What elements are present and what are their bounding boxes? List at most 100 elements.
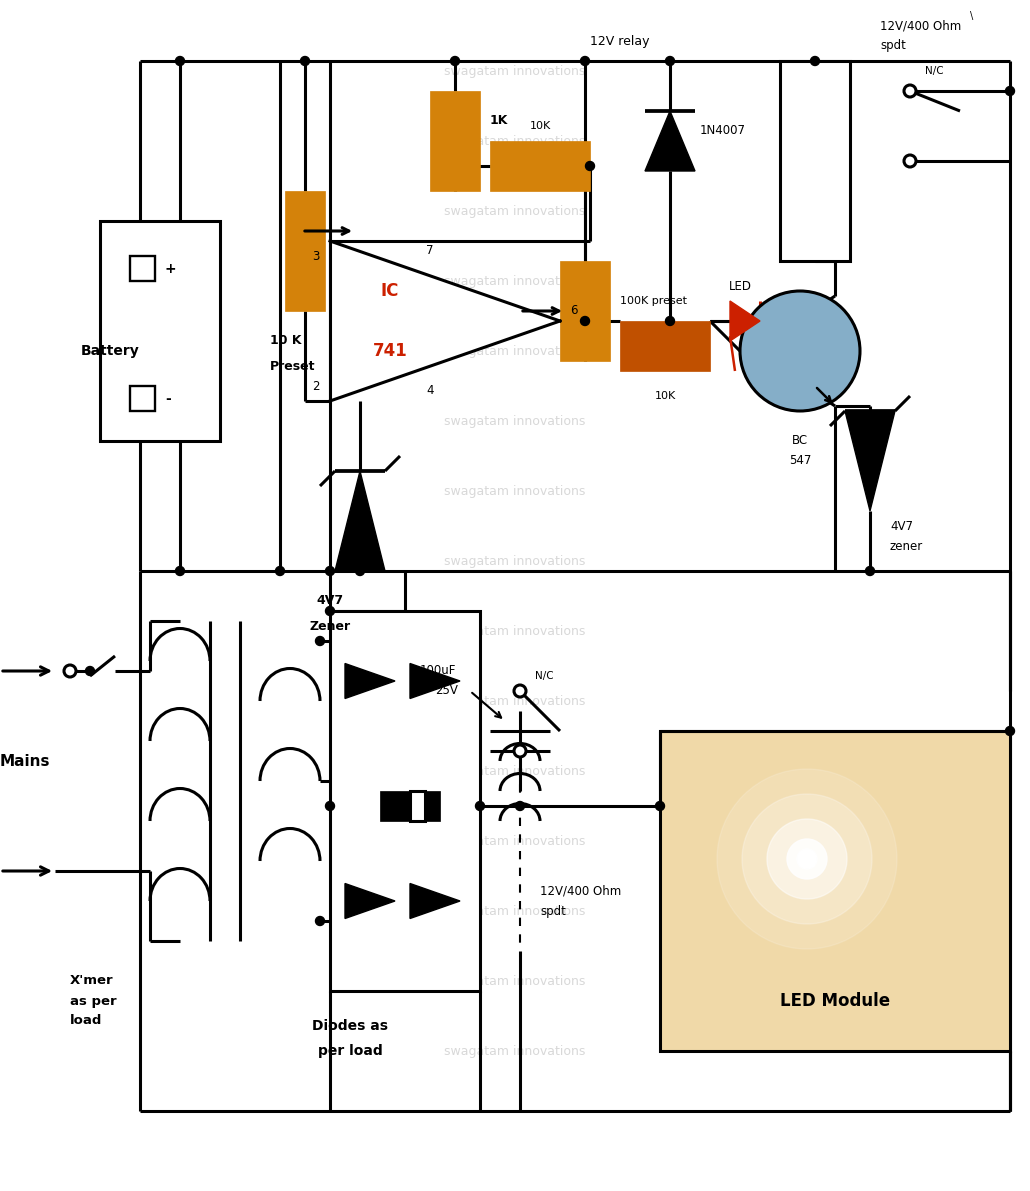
Circle shape — [355, 567, 365, 575]
Text: N/C: N/C — [925, 66, 943, 76]
Text: LED Module: LED Module — [780, 992, 890, 1010]
Circle shape — [325, 567, 335, 575]
Text: BC: BC — [792, 435, 809, 448]
Bar — [660, 731, 1010, 1050]
Circle shape — [742, 794, 872, 924]
Circle shape — [717, 769, 897, 949]
Text: -: - — [165, 392, 171, 406]
Circle shape — [325, 606, 335, 616]
Bar — [490, 141, 590, 191]
Text: swagatam innovations: swagatam innovations — [444, 414, 586, 428]
Text: swagatam innovations: swagatam innovations — [444, 64, 586, 77]
Text: swagatam innovations: swagatam innovations — [444, 1045, 586, 1058]
Text: IC: IC — [381, 282, 400, 300]
Text: Diodes as: Diodes as — [312, 1019, 388, 1033]
Circle shape — [1005, 87, 1015, 95]
Text: 6: 6 — [570, 305, 578, 318]
Circle shape — [740, 291, 860, 411]
Polygon shape — [645, 111, 695, 172]
Text: 12V/400 Ohm: 12V/400 Ohm — [540, 885, 621, 898]
Bar — [330, 611, 480, 991]
Text: 25V: 25V — [435, 685, 458, 698]
Circle shape — [811, 56, 820, 66]
Text: spdt: spdt — [880, 39, 905, 52]
Text: swagatam innovations: swagatam innovations — [444, 205, 586, 218]
Text: Preset: Preset — [270, 360, 315, 373]
Text: swagatam innovations: swagatam innovations — [444, 835, 586, 848]
Circle shape — [665, 317, 675, 325]
Circle shape — [515, 802, 524, 811]
Text: swagatam innovations: swagatam innovations — [444, 974, 586, 987]
Circle shape — [1005, 727, 1015, 736]
Bar — [780, 61, 850, 261]
Text: Battery: Battery — [80, 344, 139, 358]
Text: 12V relay: 12V relay — [590, 35, 650, 48]
Bar — [130, 386, 154, 411]
Circle shape — [325, 802, 335, 811]
Circle shape — [85, 667, 95, 675]
Circle shape — [581, 56, 589, 66]
Text: 4V7: 4V7 — [316, 594, 344, 607]
Text: zener: zener — [890, 540, 923, 553]
Text: 2: 2 — [312, 380, 320, 393]
Text: N/C: N/C — [535, 671, 554, 681]
Bar — [410, 791, 425, 821]
Circle shape — [585, 162, 594, 170]
Circle shape — [315, 636, 324, 646]
Text: 4: 4 — [426, 385, 434, 398]
Text: swagatam innovations: swagatam innovations — [444, 274, 586, 287]
Polygon shape — [345, 884, 394, 918]
Text: swagatam innovations: swagatam innovations — [444, 135, 586, 148]
Text: Zener: Zener — [309, 619, 350, 632]
Text: as per: as per — [70, 994, 116, 1008]
Text: 7: 7 — [426, 244, 434, 257]
Circle shape — [514, 746, 526, 757]
Bar — [285, 191, 325, 311]
Circle shape — [865, 567, 874, 575]
Circle shape — [581, 317, 589, 325]
Polygon shape — [330, 241, 560, 401]
Text: 10K: 10K — [530, 121, 551, 131]
Bar — [380, 791, 410, 821]
Text: LED: LED — [728, 280, 752, 293]
Text: per load: per load — [317, 1045, 382, 1058]
Text: 10 K: 10 K — [270, 335, 302, 348]
Text: 1N4007: 1N4007 — [700, 125, 746, 137]
Circle shape — [476, 802, 484, 811]
Text: 10K: 10K — [655, 391, 677, 401]
Text: 547: 547 — [789, 455, 812, 468]
Circle shape — [655, 802, 664, 811]
Text: 12V/400 Ohm: 12V/400 Ohm — [880, 19, 961, 32]
Text: \: \ — [970, 11, 973, 21]
Text: swagatam innovations: swagatam innovations — [444, 344, 586, 357]
Circle shape — [514, 685, 526, 697]
Text: swagatam innovations: swagatam innovations — [444, 555, 586, 567]
Text: X'mer: X'mer — [70, 974, 113, 987]
Text: swagatam innovations: swagatam innovations — [444, 765, 586, 778]
Circle shape — [904, 85, 916, 96]
Circle shape — [904, 155, 916, 167]
Text: spdt: spdt — [540, 904, 565, 917]
Circle shape — [767, 819, 847, 899]
Text: swagatam innovations: swagatam innovations — [444, 694, 586, 707]
Text: swagatam innovations: swagatam innovations — [444, 485, 586, 498]
Bar — [430, 91, 480, 191]
Circle shape — [275, 567, 284, 575]
Text: 4V7: 4V7 — [890, 519, 913, 532]
Polygon shape — [410, 884, 460, 918]
Polygon shape — [845, 411, 895, 511]
Text: 100uF: 100uF — [420, 665, 456, 678]
Circle shape — [450, 56, 459, 66]
Polygon shape — [410, 663, 460, 698]
Circle shape — [175, 56, 184, 66]
Bar — [100, 222, 220, 441]
Text: +: + — [165, 262, 176, 276]
Circle shape — [64, 665, 76, 676]
Bar — [620, 322, 710, 372]
Circle shape — [787, 838, 827, 879]
Circle shape — [301, 56, 309, 66]
Text: 741: 741 — [373, 342, 408, 360]
Bar — [560, 261, 610, 361]
Circle shape — [315, 917, 324, 925]
Text: Mains: Mains — [0, 754, 50, 768]
